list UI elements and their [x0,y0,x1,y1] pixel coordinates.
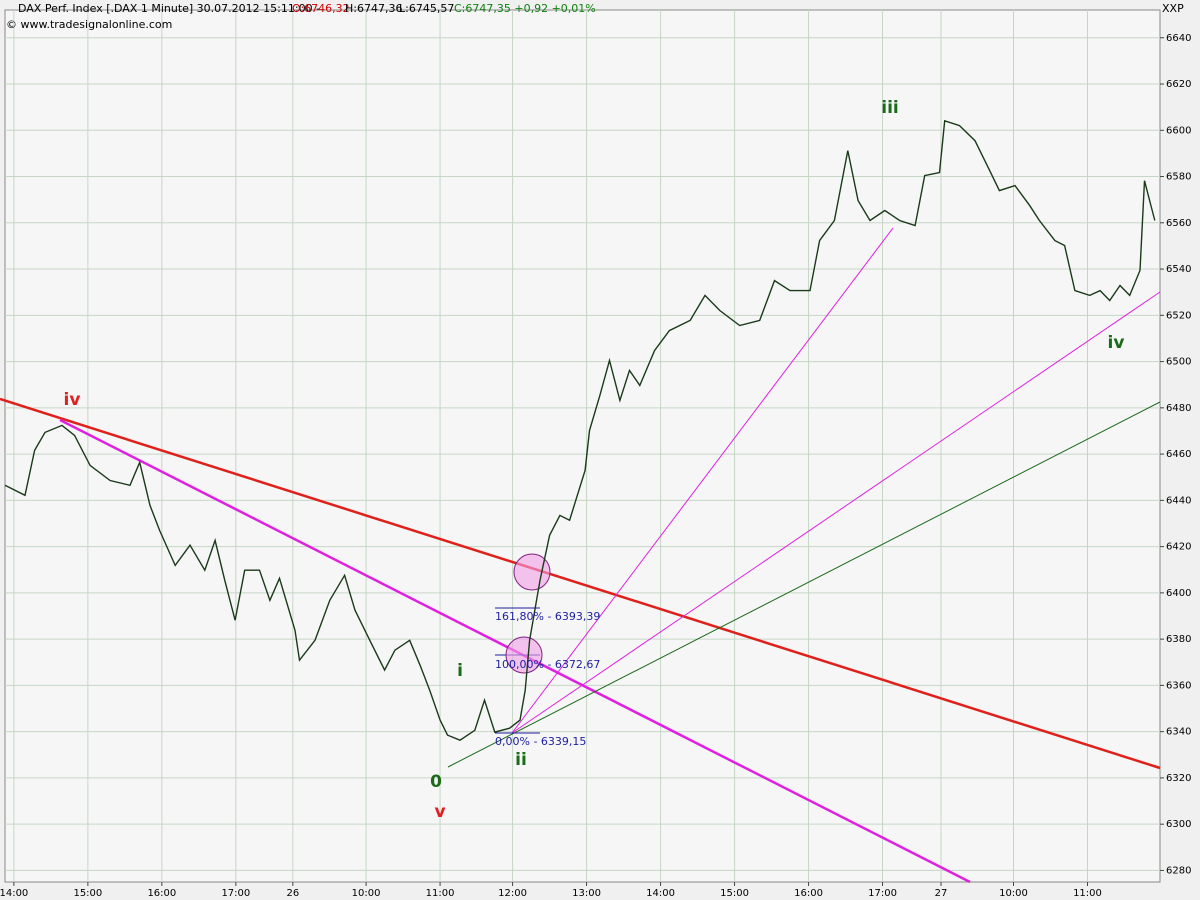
y-tick-label: 6440 [1166,495,1191,506]
header-high: H:6747,36 [345,2,402,15]
x-tick-label: 17:00 [868,888,897,899]
wave-label: 0 [430,772,442,792]
price-line [4,119,1156,741]
source: © www.tradesignalonline.com [6,18,172,31]
drawings [0,227,1161,884]
x-tick-label: 16:00 [147,888,176,899]
x-tick-label: 26 [286,888,299,899]
y-tick-label: 6280 [1166,865,1191,876]
trend-line [447,401,1161,768]
y-tick-label: 6620 [1166,79,1191,90]
fib-label: 0,00% - 6339,15 [495,735,586,748]
wave-label: iii [881,98,898,118]
y-tick-label: 6320 [1166,773,1191,784]
x-tick-label: 16:00 [794,888,823,899]
x-tick-label: 17:00 [221,888,250,899]
y-tick-label: 6400 [1166,588,1191,599]
fib-label: 161,80% - 6393,39 [495,610,600,623]
header-close: C:6747,35 +0,92 +0,01% [454,2,596,15]
y-tick-label: 6300 [1166,819,1191,830]
y-tick-label: 6480 [1166,403,1191,414]
wave-label: ii [515,750,527,770]
fan-line [511,291,1161,734]
x-tick-label: 14:00 [646,888,675,899]
highlight-circle [505,636,543,674]
y-tick-label: 6600 [1166,125,1191,136]
wave-label: i [457,661,463,681]
plot-area [4,9,1161,883]
y-tick-label: 6460 [1166,449,1191,460]
highlight-circle [513,553,551,591]
wave-label: iv [64,390,81,410]
y-tick-label: 6560 [1166,218,1191,229]
y-tick-label: 6540 [1166,264,1191,275]
corner-label: XXP [1162,2,1184,15]
x-tick-label: 14:00 [0,888,28,899]
x-tick-label: 11:00 [426,888,455,899]
y-tick-label: 6580 [1166,172,1191,183]
x-tick-label: 12:00 [498,888,527,899]
x-tick-label: 13:00 [572,888,601,899]
fan-line [511,227,894,734]
x-tick-label: 10:00 [352,888,381,899]
x-tick-label: 15:00 [720,888,749,899]
y-tick-label: 6640 [1166,33,1191,44]
wave-label: v [434,802,445,822]
header-open: O:6746,32 [292,2,350,15]
header-instrument: DAX Perf. Index [.DAX 1 Minute] 30.07.20… [18,2,320,15]
fib-label: 100,00% - 6372,67 [495,658,600,671]
trend-line [0,397,1161,770]
y-tick-label: 6340 [1166,727,1191,738]
x-tick-label: 11:00 [1073,888,1102,899]
y-tick-label: 6520 [1166,310,1191,321]
x-tick-label: 10:00 [999,888,1028,899]
y-tick-label: 6420 [1166,542,1191,553]
x-tick-label: 15:00 [73,888,102,899]
y-tick-label: 6380 [1166,634,1191,645]
y-tick-label: 6360 [1166,680,1191,691]
y-tick-label: 6500 [1166,357,1191,368]
wave-label: iv [1108,333,1125,353]
x-tick-label: 27 [935,888,948,899]
header-low: L:6745,57 [399,2,454,15]
